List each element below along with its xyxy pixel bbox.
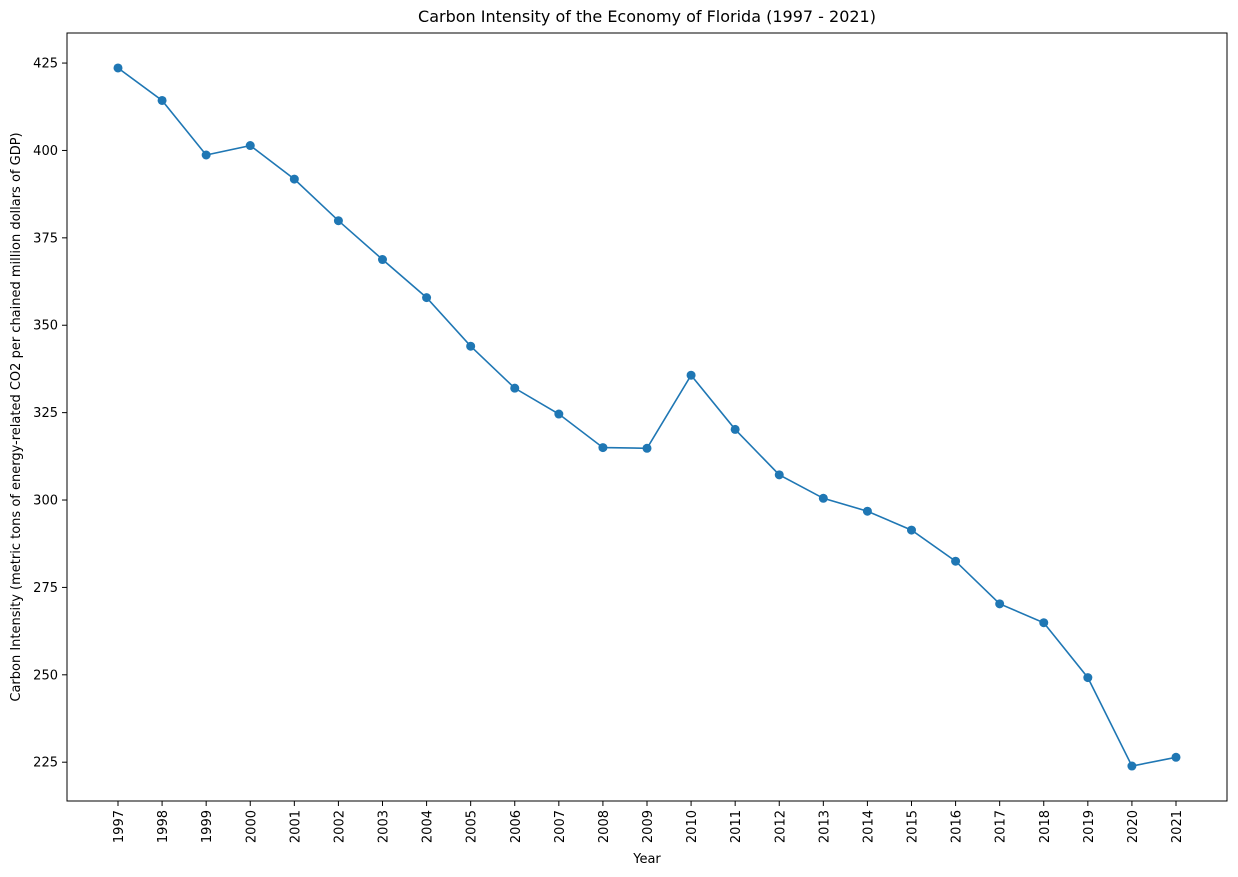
data-point bbox=[642, 443, 652, 453]
x-tick-label: 2016 bbox=[950, 810, 965, 843]
y-tick-label: 225 bbox=[33, 756, 58, 771]
data-point bbox=[1171, 752, 1181, 762]
y-tick-label: 350 bbox=[33, 319, 58, 334]
y-tick-label: 250 bbox=[33, 668, 58, 683]
series-line bbox=[117, 67, 1177, 767]
data-point bbox=[422, 293, 432, 303]
data-point bbox=[466, 341, 476, 351]
x-tick-label: 2010 bbox=[685, 810, 700, 843]
data-point bbox=[995, 599, 1005, 609]
y-tick-label: 425 bbox=[33, 57, 58, 72]
x-tick-label: 2007 bbox=[553, 810, 568, 843]
y-tick-label: 375 bbox=[33, 231, 58, 246]
data-point bbox=[1039, 618, 1049, 628]
x-axis: 1997 1998 1999 2000 2001 2002 2003 2004 2005 2006… bbox=[112, 801, 1185, 843]
data-point bbox=[289, 174, 299, 184]
y-axis: 225 250 275 300 325 350 375 400 425 bbox=[33, 57, 67, 771]
data-point bbox=[333, 216, 343, 226]
x-tick-label: 2017 bbox=[994, 810, 1009, 843]
series-points bbox=[113, 63, 1181, 771]
data-point bbox=[510, 383, 520, 393]
data-point bbox=[907, 525, 916, 535]
data-point bbox=[201, 150, 211, 160]
data-point bbox=[113, 63, 123, 73]
data-point bbox=[951, 556, 961, 566]
data-point bbox=[862, 506, 872, 516]
x-tick-label: 2009 bbox=[641, 810, 656, 843]
data-point bbox=[245, 141, 255, 151]
data-point bbox=[378, 255, 387, 265]
data-point bbox=[598, 443, 608, 453]
x-tick-label: 2013 bbox=[817, 810, 832, 843]
y-tick-label: 325 bbox=[33, 406, 58, 421]
chart-title: Carbon Intensity of the Economy of Flori… bbox=[418, 7, 876, 26]
x-tick-label: 1998 bbox=[156, 810, 171, 843]
x-tick-label: 2014 bbox=[861, 810, 876, 843]
x-tick-label: 2019 bbox=[1082, 810, 1097, 843]
x-tick-label: 2003 bbox=[377, 810, 392, 843]
data-point bbox=[774, 470, 784, 480]
x-tick-label: 2001 bbox=[288, 810, 303, 843]
x-tick-label: 1997 bbox=[112, 810, 127, 843]
x-tick-label: 2006 bbox=[509, 810, 524, 843]
x-tick-label: 2008 bbox=[597, 810, 612, 843]
data-point bbox=[818, 493, 828, 503]
data-point bbox=[1127, 761, 1137, 771]
y-tick-label: 300 bbox=[33, 494, 58, 509]
x-tick-label: 2002 bbox=[332, 810, 347, 843]
x-tick-label: 2012 bbox=[773, 810, 788, 843]
x-tick-label: 2011 bbox=[729, 810, 744, 843]
x-tick-label: 2015 bbox=[906, 810, 921, 843]
data-point bbox=[1083, 673, 1093, 683]
data-point bbox=[157, 95, 167, 105]
data-point bbox=[554, 409, 564, 419]
x-axis-label: Year bbox=[632, 852, 661, 867]
data-point bbox=[730, 424, 740, 434]
y-tick-label: 275 bbox=[33, 581, 58, 596]
x-tick-label: 2018 bbox=[1038, 810, 1053, 843]
x-tick-label: 2021 bbox=[1170, 810, 1185, 843]
x-tick-label: 2004 bbox=[421, 810, 436, 843]
x-tick-label: 2000 bbox=[244, 810, 259, 843]
y-axis-label: Carbon Intensity (metric tons of energy-… bbox=[9, 132, 24, 701]
x-tick-label: 2020 bbox=[1126, 810, 1141, 843]
x-tick-label: 2005 bbox=[465, 810, 480, 843]
x-tick-label: 1999 bbox=[200, 810, 215, 843]
data-point bbox=[686, 370, 696, 380]
y-tick-label: 400 bbox=[33, 144, 58, 159]
